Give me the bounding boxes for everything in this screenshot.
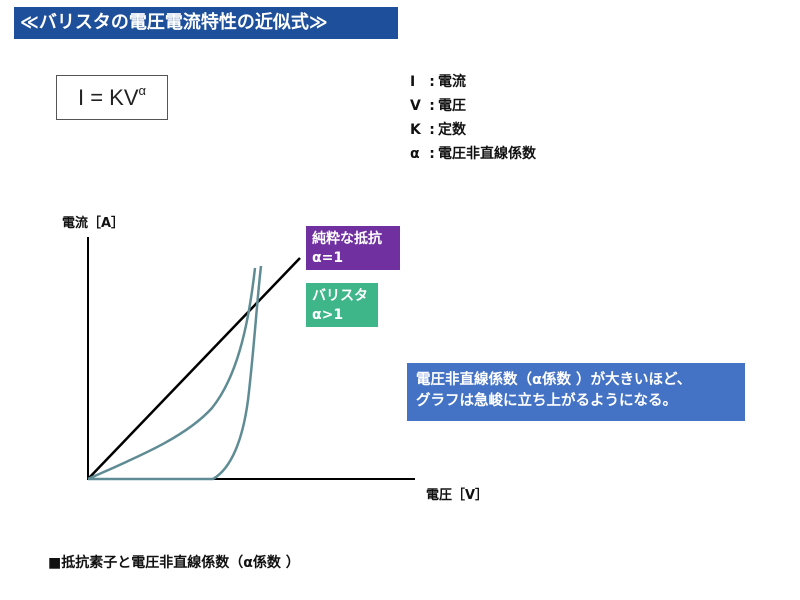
legend-colon: : <box>429 146 435 162</box>
legend-colon: : <box>429 122 435 138</box>
legend-item: V: 電圧 <box>410 94 536 118</box>
legend-colon: : <box>429 98 435 114</box>
legend-colon: : <box>429 74 435 90</box>
legend-meaning: 定数 <box>438 122 466 138</box>
formula-base: I = KV <box>77 85 139 110</box>
varistor-tag-alpha: α>1 <box>312 307 344 323</box>
y-axis-label: 電流［A］ <box>62 216 125 231</box>
legend-symbol: V <box>410 98 421 114</box>
legend-symbol: α <box>410 146 420 162</box>
note-line-2: グラフは急峻に立ち上がるようになる。 <box>416 393 677 409</box>
legend-item: K: 定数 <box>410 118 536 142</box>
x-axis-label: 電圧［V］ <box>426 488 489 503</box>
varistor-curve-moderate <box>87 267 257 481</box>
linear-resistor-line <box>87 257 301 480</box>
formula-exponent: α <box>138 83 147 98</box>
note-line-1: 電圧非直線係数（α係数 ）が大きいほど、 <box>416 372 692 388</box>
formula-box: I = KVα <box>56 75 168 120</box>
legend-symbol: K <box>410 122 421 138</box>
pure-resistor-tag-name: 純粋な抵抗 <box>312 231 382 247</box>
legend-meaning: 電圧 <box>438 98 466 114</box>
varistor-tag-name: バリスタ <box>312 288 368 304</box>
legend-item: I: 電流 <box>410 70 536 94</box>
legend-item: α: 電圧非直線係数 <box>410 142 536 166</box>
varistor-tag: バリスタ α>1 <box>306 283 378 327</box>
legend-meaning: 電流 <box>438 74 466 90</box>
varistor-curve-steep <box>88 265 263 481</box>
footer-caption: ■抵抗素子と電圧非直線係数（α係数 ） <box>48 555 300 571</box>
legend-meaning: 電圧非直線係数 <box>438 146 536 162</box>
pure-resistor-tag: 純粋な抵抗 α=1 <box>306 226 400 270</box>
page-title: ≪バリスタの電圧電流特性の近似式≫ <box>14 7 398 39</box>
legend-symbol: I <box>410 74 416 90</box>
explanation-note: 電圧非直線係数（α係数 ）が大きいほど、 グラフは急峻に立ち上がるようになる。 <box>407 363 745 421</box>
pure-resistor-tag-alpha: α=1 <box>312 250 344 266</box>
variable-legend: I: 電流 V: 電圧 K: 定数 α: 電圧非直線係数 <box>410 70 536 166</box>
